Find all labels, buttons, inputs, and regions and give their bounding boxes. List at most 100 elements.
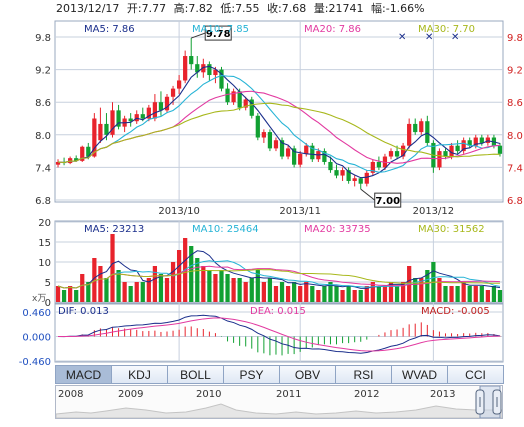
candle-body bbox=[437, 151, 442, 168]
candle-body bbox=[152, 102, 158, 119]
volume-bar bbox=[122, 282, 127, 302]
date-tick-label: 2013/10 bbox=[158, 206, 200, 217]
volume-bar bbox=[292, 282, 297, 302]
ma10-line bbox=[57, 75, 500, 173]
annotation-box bbox=[204, 25, 232, 41]
timeline-navigator[interactable]: 2008 2009 2010 2011 2012 2013 bbox=[55, 385, 503, 419]
tab-kdj[interactable]: KDJ bbox=[111, 365, 168, 384]
volume-bar bbox=[328, 282, 333, 302]
volume-bar bbox=[334, 286, 339, 302]
volume-bar bbox=[98, 266, 103, 302]
volume-bar bbox=[134, 282, 139, 302]
volume-bar bbox=[201, 266, 206, 302]
price-tick-right: 8.6 bbox=[507, 98, 523, 109]
date-tick-label: 2013/12 bbox=[413, 206, 455, 217]
header-info: 2013/12/17 开:7.77 高:7.82 低:7.55 收:7.68 量… bbox=[56, 1, 425, 15]
price-annotations: 9.78 7.00 bbox=[191, 25, 402, 208]
candle-body bbox=[176, 80, 182, 89]
volume-bar bbox=[140, 282, 145, 302]
volume-bar bbox=[388, 282, 394, 302]
volume-bar bbox=[304, 282, 309, 302]
volume-tick: 15 bbox=[38, 238, 51, 249]
macd-legend-dif: DIF: 0.013 bbox=[58, 306, 109, 317]
ma30-line bbox=[57, 102, 500, 164]
volume-tick: 20 bbox=[38, 218, 51, 229]
price-tick-left: 8.0 bbox=[35, 131, 51, 142]
candle-body bbox=[413, 123, 418, 133]
moving-average-lines bbox=[57, 65, 501, 289]
volume-bars bbox=[55, 234, 503, 302]
tab-obv[interactable]: OBV bbox=[279, 365, 336, 384]
candle-body bbox=[473, 137, 478, 146]
header-volume-label: 量: bbox=[314, 2, 329, 15]
candle-body bbox=[400, 145, 406, 157]
annotation-label: 9.78 bbox=[206, 29, 231, 40]
candle-body bbox=[443, 151, 448, 157]
candle-body bbox=[80, 146, 85, 161]
candle-body bbox=[370, 161, 375, 173]
volume-bar bbox=[473, 286, 478, 302]
price-tick-right: 8.0 bbox=[507, 131, 523, 142]
annotation-leader bbox=[191, 32, 206, 39]
volume-bar bbox=[237, 278, 242, 302]
volume-bar bbox=[110, 234, 115, 302]
volume-bar bbox=[213, 274, 218, 302]
volume-tick: 0 bbox=[45, 298, 51, 309]
candle-body bbox=[304, 145, 309, 154]
tab-cci[interactable]: CCI bbox=[447, 365, 504, 384]
candle-body bbox=[140, 114, 145, 119]
macd-legend-value: MACD: -0.005 bbox=[421, 306, 490, 317]
candle-body bbox=[310, 145, 315, 160]
candle-body bbox=[425, 121, 430, 143]
volume-bar bbox=[116, 270, 121, 302]
volume-tick: 5 bbox=[45, 278, 51, 289]
candle-body bbox=[104, 123, 109, 135]
nav-year-label: 2011 bbox=[276, 389, 301, 400]
tab-boll[interactable]: BOLL bbox=[167, 365, 224, 384]
candle-body bbox=[183, 56, 188, 81]
header-low-label: 低: bbox=[220, 2, 235, 15]
tab-macd[interactable]: MACD bbox=[55, 365, 112, 384]
volume-bar bbox=[467, 286, 472, 302]
tab-psy[interactable]: PSY bbox=[223, 365, 280, 384]
tab-wvad[interactable]: WVAD bbox=[391, 365, 448, 384]
event-star-icon: ✕ bbox=[451, 32, 459, 43]
tab-rsi[interactable]: RSI bbox=[335, 365, 392, 384]
volume-bar bbox=[322, 286, 327, 302]
volume-bar bbox=[340, 290, 345, 302]
volume-bar bbox=[461, 282, 466, 302]
candle-body bbox=[231, 91, 236, 103]
candle-body bbox=[364, 172, 369, 184]
candle-body bbox=[189, 56, 194, 65]
candle-body bbox=[449, 145, 454, 157]
volume-bar bbox=[255, 270, 260, 302]
macd-tick: -0.460 bbox=[19, 357, 51, 368]
volume-bar bbox=[80, 274, 85, 302]
volume-legend-ma5: MA5: 23213 bbox=[84, 224, 144, 235]
price-tick-left: 8.6 bbox=[35, 98, 51, 109]
volume-bar bbox=[86, 282, 91, 302]
candle-body bbox=[195, 64, 200, 73]
volume-bar bbox=[443, 286, 448, 302]
candle-body bbox=[86, 146, 91, 157]
candle-body bbox=[55, 161, 61, 165]
candle-body bbox=[243, 99, 248, 108]
volume-legend-ma30: MA30: 31562 bbox=[418, 224, 485, 235]
volume-bar bbox=[491, 286, 497, 302]
price-legend-ma5: MA5: 7.86 bbox=[84, 24, 135, 35]
price-tick-right: 9.8 bbox=[507, 33, 523, 44]
candle-body bbox=[376, 161, 382, 168]
volume-ma30-line bbox=[57, 268, 500, 289]
candle-body bbox=[292, 148, 297, 165]
ma5-line bbox=[57, 65, 501, 179]
volume-bar bbox=[176, 250, 182, 302]
volume-bar bbox=[400, 282, 406, 302]
header-close-label: 收: bbox=[267, 1, 282, 15]
dea-line bbox=[58, 317, 500, 352]
candle-body bbox=[255, 115, 260, 138]
volume-unit: x万 bbox=[32, 294, 46, 304]
price-panel-frame bbox=[54, 20, 504, 203]
price-legend-ma30: MA30: 7.70 bbox=[418, 24, 475, 35]
header-change-label: 幅: bbox=[371, 2, 386, 15]
candle-body bbox=[237, 91, 242, 108]
